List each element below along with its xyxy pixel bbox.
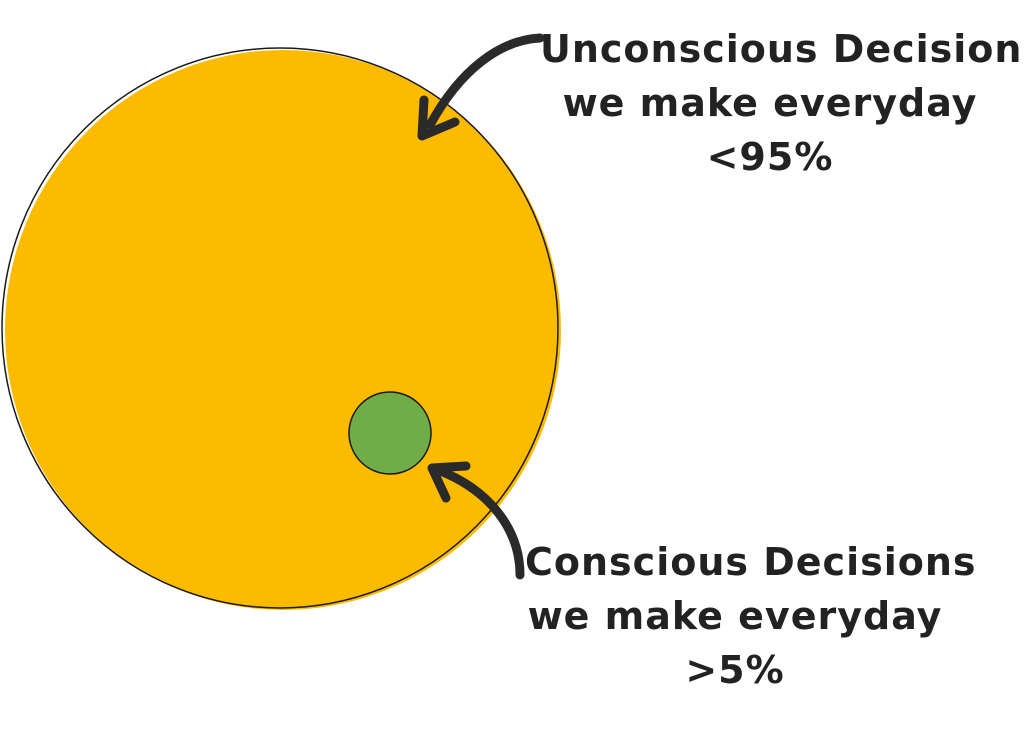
conscious-circle: [348, 391, 432, 475]
unconscious-subtitle: we make everyday: [562, 81, 978, 125]
conscious-label: Conscious Decisions we make everyday >5%: [525, 535, 977, 697]
arrow-to-unconscious-icon: [417, 33, 545, 141]
unconscious-circle-outline: [1, 47, 559, 609]
unconscious-label: Unconscious Decisions we make everyday <…: [540, 22, 1024, 184]
unconscious-percent: <95%: [706, 135, 834, 179]
unconscious-title: Unconscious Decisions: [540, 27, 1024, 71]
conscious-subtitle: we make everyday: [527, 594, 943, 638]
conscious-percent: >5%: [685, 648, 785, 692]
arrow-to-conscious-icon: [427, 461, 525, 580]
unconscious-circle-fill: [5, 50, 561, 610]
conscious-title: Conscious Decisions: [525, 540, 977, 584]
